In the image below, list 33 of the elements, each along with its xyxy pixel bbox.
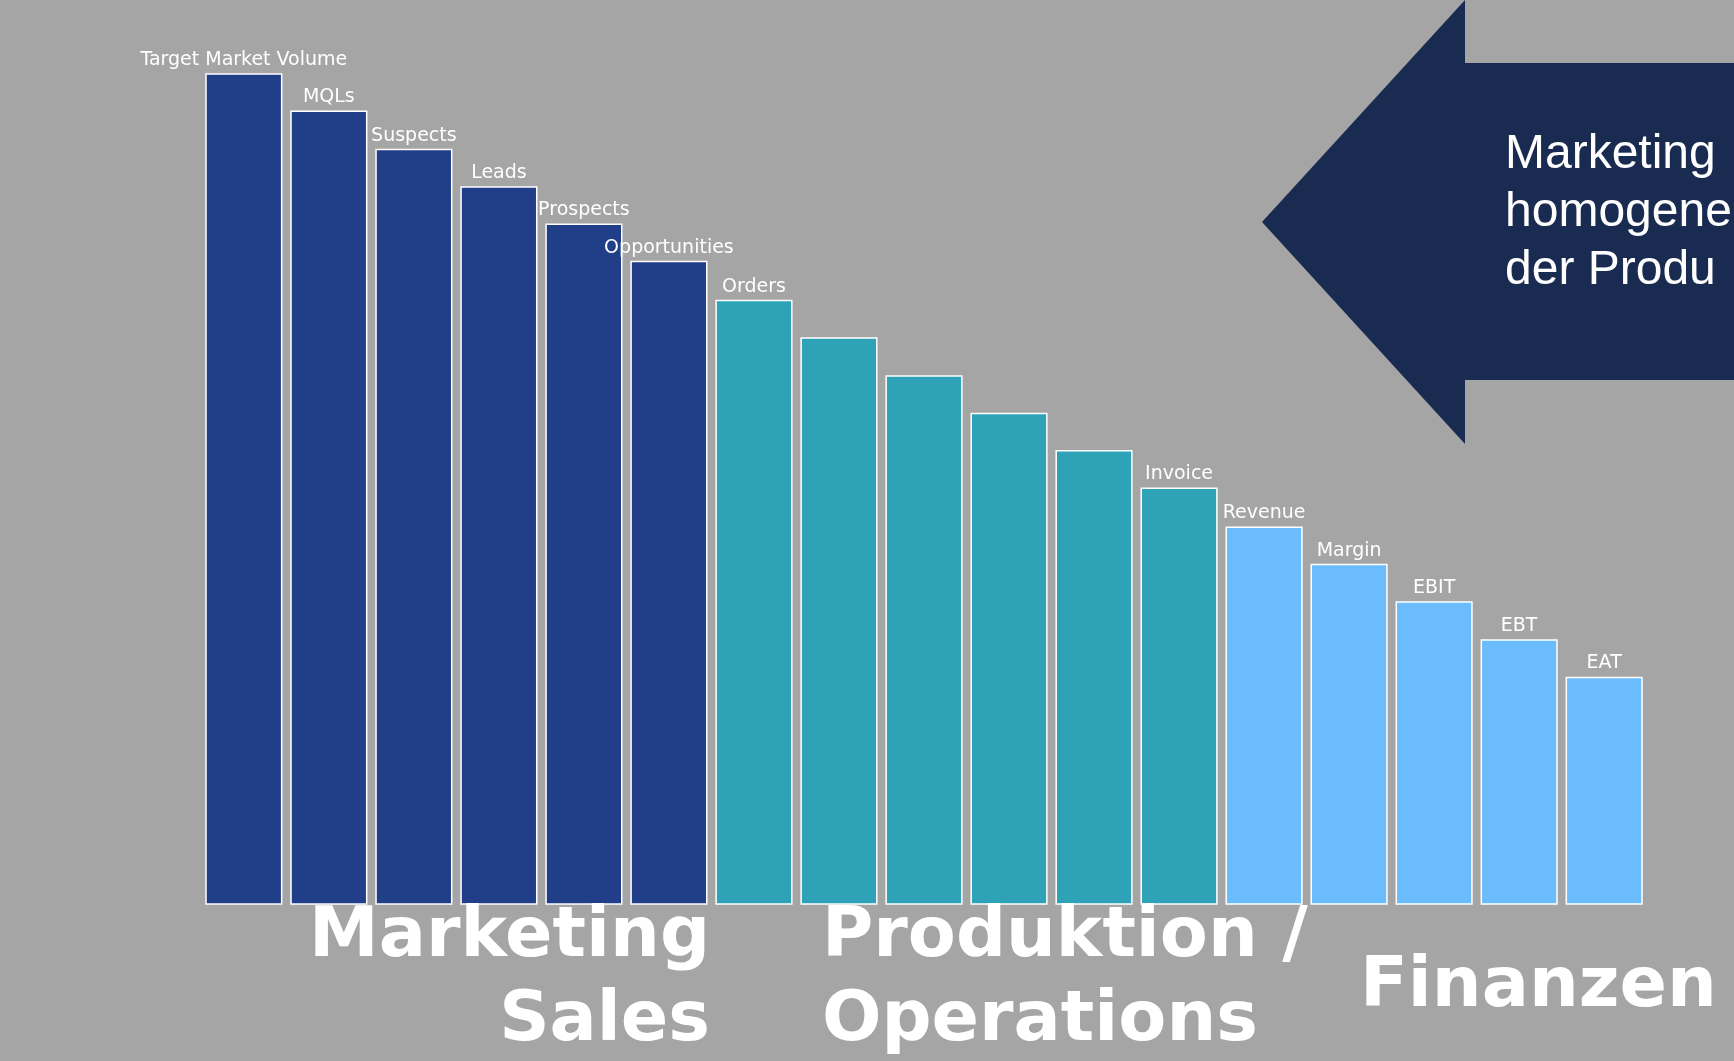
bar	[1140, 487, 1218, 905]
bar	[800, 337, 878, 905]
bar	[1480, 639, 1558, 905]
arrow-shape: Marketing homogene der Produ	[1262, 0, 1734, 444]
x-tick-label: EBT	[1500, 613, 1538, 636]
x-tick-label: Revenue	[1222, 500, 1306, 523]
bar	[1225, 526, 1303, 905]
x-tick-label: Invoice	[1145, 461, 1214, 484]
x-tick-label: EAT	[1586, 650, 1623, 673]
bar	[630, 260, 708, 905]
bar	[1395, 601, 1473, 905]
x-tick-label: Suspects	[371, 122, 457, 145]
bar	[205, 73, 283, 905]
bar	[970, 412, 1048, 905]
annotation: Marketing homogene der Produ	[1505, 125, 1732, 294]
x-tick-label: Prospects	[538, 197, 630, 220]
bar	[375, 148, 453, 905]
x-tick-label: Orders	[722, 273, 786, 296]
bar	[460, 186, 538, 905]
bar	[290, 110, 368, 905]
bar	[715, 299, 793, 905]
text: Finanzen	[1360, 940, 1718, 1024]
x-tick-label: EBIT	[1413, 574, 1456, 597]
annotation: Marketing Sales	[308, 890, 710, 1058]
x-tick-label: Leads	[471, 159, 527, 182]
bar	[1055, 450, 1133, 905]
x-tick-label: MQLs	[302, 84, 355, 107]
x-tick-label: Margin	[1316, 537, 1382, 560]
annotation: Produktion / Operations	[822, 890, 1309, 1058]
bar	[1565, 676, 1643, 905]
bar	[885, 375, 963, 905]
x-tick-label: Target Market Volume	[139, 47, 348, 69]
bar	[1310, 563, 1388, 905]
